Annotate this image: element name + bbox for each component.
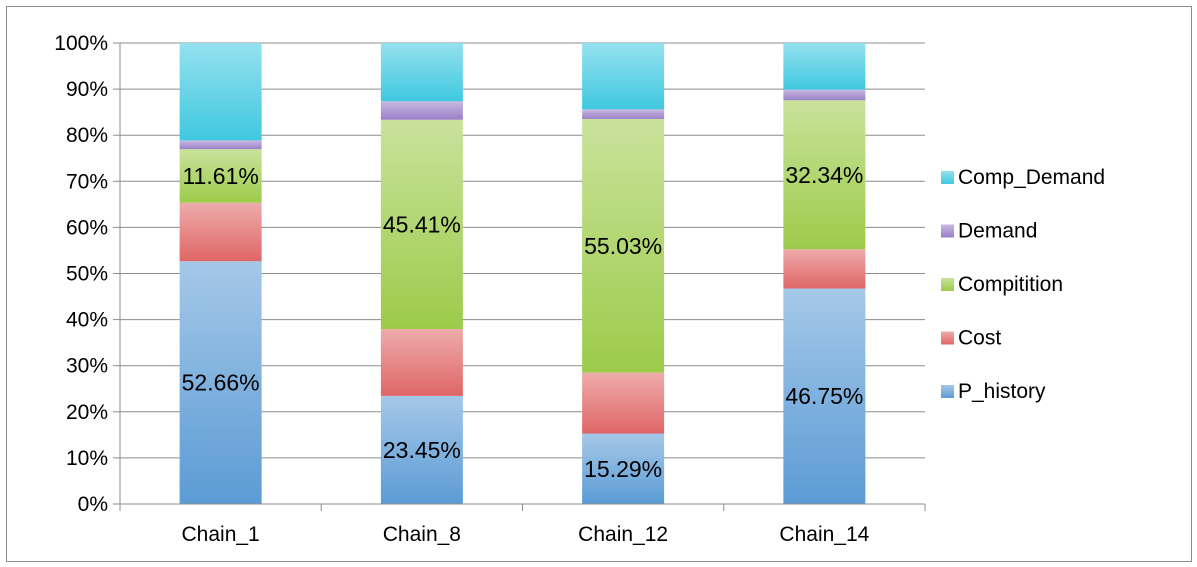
y-tick-label: 50%	[66, 263, 108, 286]
bars	[179, 43, 866, 504]
bar-segment-cost-chain-1	[179, 202, 262, 262]
data-label-p-history-chain-1: 52.66%	[182, 370, 260, 396]
bar-segment-comp-demand-chain-1	[179, 43, 262, 141]
legend-label-demand: Demand	[958, 220, 1037, 243]
bar-segment-comp-demand-chain-12	[582, 43, 665, 110]
bar-segment-p-history-chain-8	[380, 395, 463, 504]
bar-segment-comp-demand-chain-14	[783, 43, 866, 90]
data-label-compitition-chain-14: 32.34%	[785, 162, 863, 188]
bar-segment-cost-chain-14	[783, 249, 866, 289]
legend-label-p-history: P_history	[958, 380, 1046, 403]
stacked-percent-bar-chart: 0% 10% 20% 30% 40% 50% 60% 70% 80% 90% 100% Chain_…	[54, 32, 1105, 546]
bar-segment-compitition-chain-8	[380, 119, 463, 330]
y-tick-label: 20%	[66, 401, 108, 424]
legend-swatch-p-history	[941, 385, 954, 398]
chart-frame: 0% 10% 20% 30% 40% 50% 60% 70% 80% 90% 100% Chain_…	[6, 6, 1192, 562]
bar-segment-compitition-chain-12	[582, 118, 665, 373]
legend-label-comp-demand: Comp_Demand	[958, 166, 1105, 189]
legend: Comp_Demand Demand Compitition Cost P_histor…	[941, 166, 1105, 403]
legend-swatch-compitition	[941, 278, 954, 291]
y-tick-label: 80%	[66, 124, 108, 147]
y-tick-label: 0%	[78, 493, 108, 516]
data-label-p-history-chain-12: 15.29%	[584, 456, 662, 482]
data-labels: 52.66% 11.61% 23.45% 45.41% 15.29% 55.03% 46.7…	[182, 162, 864, 482]
y-tick-label: 90%	[66, 78, 108, 101]
bar-segment-cost-chain-8	[380, 329, 463, 396]
legend-swatch-comp-demand	[941, 171, 954, 184]
axes	[119, 43, 926, 511]
y-tick-label: 60%	[66, 216, 108, 239]
bar-segment-demand-chain-12	[582, 109, 665, 119]
data-label-compitition-chain-8: 45.41%	[383, 211, 461, 237]
legend-label-cost: Cost	[958, 327, 1001, 350]
bar-segment-comp-demand-chain-8	[380, 43, 463, 102]
y-tick-label: 30%	[66, 355, 108, 378]
legend-label-compitition: Compitition	[958, 273, 1063, 296]
y-tick-label: 100%	[54, 32, 108, 55]
legend-swatch-demand	[941, 224, 954, 238]
data-label-compitition-chain-1: 11.61%	[182, 163, 258, 189]
bar-segment-compitition-chain-14	[783, 100, 866, 250]
bar-segment-p-history-chain-12	[582, 433, 665, 504]
bar-segment-demand-chain-1	[179, 140, 262, 150]
x-tick-label-chain-12: Chain_12	[578, 523, 668, 546]
bar-segment-p-history-chain-1	[179, 261, 262, 504]
y-tick-label: 40%	[66, 309, 108, 332]
x-tick-label-chain-14: Chain_14	[779, 523, 869, 546]
y-tick-label: 10%	[66, 447, 108, 470]
y-tick-label: 70%	[66, 170, 108, 193]
bar-segment-demand-chain-8	[380, 101, 463, 120]
bar-segment-p-history-chain-14	[783, 288, 866, 504]
x-axis-tick-labels: Chain_1 Chain_8 Chain_12 Chain_14	[182, 523, 870, 546]
legend-swatch-cost	[941, 331, 954, 345]
y-axis-tick-labels: 0% 10% 20% 30% 40% 50% 60% 70% 80% 90% 100%	[54, 32, 108, 516]
data-label-compitition-chain-12: 55.03%	[584, 233, 662, 259]
x-tick-label-chain-8: Chain_8	[383, 523, 461, 546]
bar-segment-demand-chain-14	[783, 89, 866, 101]
data-label-p-history-chain-14: 46.75%	[785, 383, 863, 409]
bar-segment-compitition-chain-1	[179, 149, 262, 203]
bar-segment-cost-chain-12	[582, 372, 665, 434]
x-tick-label-chain-1: Chain_1	[182, 523, 260, 546]
data-label-p-history-chain-8: 23.45%	[383, 437, 461, 463]
